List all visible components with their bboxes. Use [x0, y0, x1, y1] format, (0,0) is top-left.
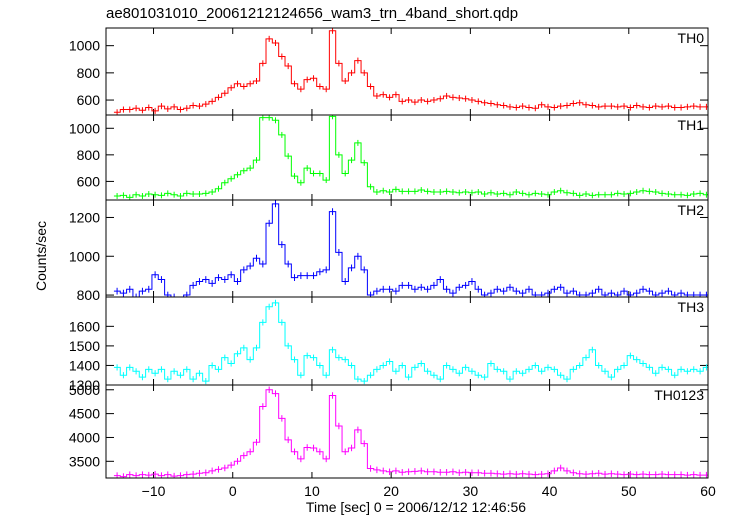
x-tick-label: 40: [542, 483, 558, 499]
series-th0123: [113, 386, 708, 478]
series-line: [113, 203, 708, 297]
series-th2: [113, 200, 708, 297]
panel-group: 600 800 1000 TH0 600 800 1000 TH1 800 1000 1200 TH2…: [69, 27, 709, 479]
panel-th0123: 3500 4000 4500 5000 TH0123: [69, 382, 709, 479]
panel-th3: 1300 1400 1500 1600 TH3: [69, 296, 709, 393]
series-th1: [113, 115, 708, 200]
series-line: [113, 30, 708, 113]
panel-th0: 600 800 1000 TH0: [69, 27, 709, 116]
y-tick-label: 5000: [69, 382, 100, 398]
x-tick-label: 30: [463, 483, 479, 499]
y-tick-label: 1200: [69, 209, 100, 225]
panel-th2: 800 1000 1200 TH2: [69, 199, 709, 303]
y-tick-label: 1500: [69, 338, 100, 354]
y-tick-label: 800: [77, 287, 101, 303]
series-th3: [113, 299, 708, 385]
panel-frame: [105, 27, 709, 116]
panel-label: TH1: [678, 117, 705, 133]
x-tick-label: 10: [304, 483, 320, 499]
y-tick-label: 600: [77, 92, 101, 108]
y-tick-label: 1600: [69, 318, 100, 334]
x-axis-label: Time [sec] 0 = 2006/12/12 12:46:56: [306, 499, 526, 515]
y-tick-label: 1000: [69, 120, 100, 136]
series-line: [113, 302, 708, 382]
y-tick-label: 1000: [69, 248, 100, 264]
y-tick-label: 800: [77, 65, 101, 81]
chart-title: ae801031010_20061212124656_wam3_trn_4ban…: [106, 5, 518, 22]
x-tick-label: 50: [621, 483, 637, 499]
x-tick-label: 60: [700, 483, 716, 499]
y-tick-label: 1000: [69, 38, 100, 54]
y-tick-label: 4500: [69, 406, 100, 422]
series-th0: [113, 28, 708, 115]
x-tick-label: 20: [383, 483, 399, 499]
y-tick-label: 600: [77, 173, 101, 189]
panel-label: TH2: [678, 202, 705, 218]
y-tick-label: 800: [77, 147, 101, 163]
series-line: [113, 115, 708, 198]
panel-frame: [105, 114, 709, 201]
x-tick-label: −10: [142, 483, 166, 499]
y-tick-label: 3500: [69, 453, 100, 469]
x-tick-label: 0: [229, 483, 237, 499]
panel-label: TH0: [678, 30, 705, 46]
panel-frame: [105, 384, 709, 479]
panel-th1: 600 800 1000 TH1: [69, 114, 709, 201]
panel-label: TH3: [678, 299, 705, 315]
y-axis-label: Counts/sec: [33, 221, 49, 291]
x-axis: −10 0 10 20 30 40 50 60: [142, 483, 716, 499]
series-line: [113, 389, 708, 478]
panel-label: TH0123: [654, 387, 704, 403]
y-tick-label: 1400: [69, 357, 100, 373]
y-tick-label: 1300: [69, 377, 100, 393]
y-tick-label: 4000: [69, 429, 100, 445]
